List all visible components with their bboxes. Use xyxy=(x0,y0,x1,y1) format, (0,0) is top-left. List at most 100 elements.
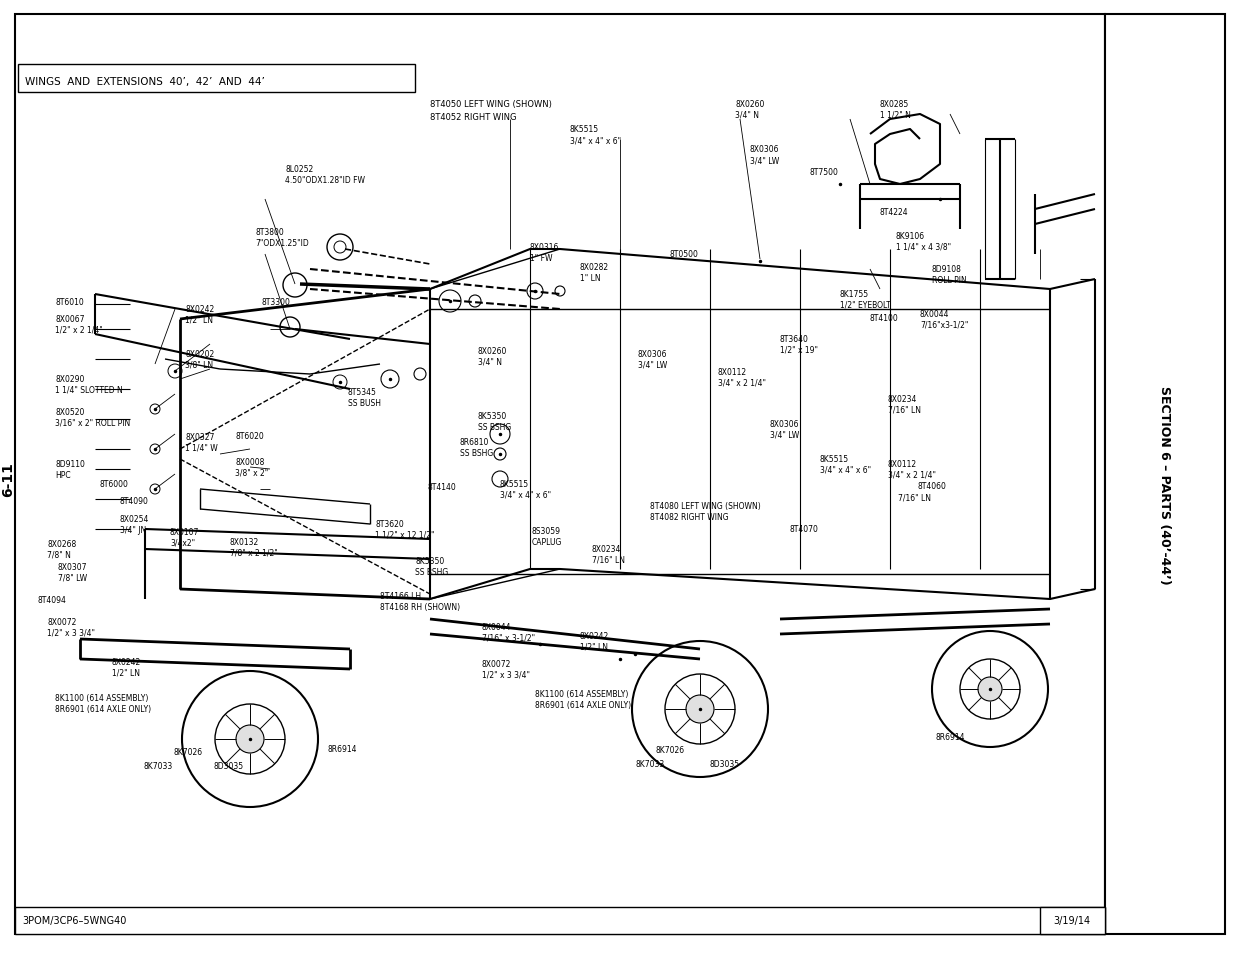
Text: 1/2" LN: 1/2" LN xyxy=(185,315,212,325)
Circle shape xyxy=(283,274,308,297)
Circle shape xyxy=(382,371,399,389)
Text: 1/2" x 3 3/4": 1/2" x 3 3/4" xyxy=(482,670,530,679)
Circle shape xyxy=(149,444,161,455)
Text: 8K7026: 8K7026 xyxy=(173,747,203,757)
Text: 1/2" x 19": 1/2" x 19" xyxy=(781,346,818,355)
Text: 1 1/4" x 4 3/8": 1 1/4" x 4 3/8" xyxy=(897,243,951,252)
Text: 8R6901 (614 AXLE ONLY): 8R6901 (614 AXLE ONLY) xyxy=(535,700,631,709)
Text: 8T4168 RH (SHOWN): 8T4168 RH (SHOWN) xyxy=(380,602,461,612)
Circle shape xyxy=(494,449,506,460)
Text: 8T4080 LEFT WING (SHOWN): 8T4080 LEFT WING (SHOWN) xyxy=(650,501,761,511)
Circle shape xyxy=(149,484,161,495)
Bar xyxy=(1105,15,1225,934)
Circle shape xyxy=(168,365,182,378)
Text: 1/2" x 3 3/4": 1/2" x 3 3/4" xyxy=(47,628,95,638)
Text: 3/4" x 4" x 6": 3/4" x 4" x 6" xyxy=(820,465,871,475)
Circle shape xyxy=(280,317,300,337)
Text: 8D9110: 8D9110 xyxy=(56,459,85,469)
Text: 8X0268: 8X0268 xyxy=(47,539,77,548)
Text: 8X0008: 8X0008 xyxy=(235,457,264,467)
Text: 8X0072: 8X0072 xyxy=(482,659,511,668)
Text: 8D3035: 8D3035 xyxy=(212,761,243,770)
Text: 8K9106: 8K9106 xyxy=(897,232,925,241)
Text: 8X0112: 8X0112 xyxy=(888,459,918,469)
Text: 3/4" x 4" x 6": 3/4" x 4" x 6" xyxy=(500,491,551,499)
Text: HPC: HPC xyxy=(56,471,70,479)
Bar xyxy=(19,65,415,92)
Text: 1/2" x 2 1/4": 1/2" x 2 1/4" xyxy=(56,326,103,335)
Circle shape xyxy=(527,284,543,299)
Text: 8X0067: 8X0067 xyxy=(56,314,84,324)
Bar xyxy=(1040,907,1105,934)
Text: 8X0306: 8X0306 xyxy=(638,350,667,358)
Text: 8T7500: 8T7500 xyxy=(810,168,839,177)
Text: 8K7033: 8K7033 xyxy=(635,760,664,768)
Circle shape xyxy=(327,234,353,261)
Text: 8X0234: 8X0234 xyxy=(592,544,621,554)
Text: WINGS  AND  EXTENSIONS  40’,  42’  AND  44’: WINGS AND EXTENSIONS 40’, 42’ AND 44’ xyxy=(25,77,264,87)
Text: 8R6810: 8R6810 xyxy=(459,437,489,447)
Text: 7/16" LN: 7/16" LN xyxy=(898,494,931,502)
Text: 8D3035: 8D3035 xyxy=(710,760,740,768)
Text: 8K5350: 8K5350 xyxy=(478,412,508,420)
Bar xyxy=(15,15,1105,934)
Text: 8T4050 LEFT WING (SHOWN): 8T4050 LEFT WING (SHOWN) xyxy=(430,100,552,109)
Text: 8X0306: 8X0306 xyxy=(750,145,779,153)
Text: 8X0316: 8X0316 xyxy=(530,243,559,252)
Text: 8K1755: 8K1755 xyxy=(840,290,869,298)
Text: 8X0234: 8X0234 xyxy=(888,395,918,403)
Text: 8X0307: 8X0307 xyxy=(58,562,88,572)
Text: 1" LN: 1" LN xyxy=(580,274,600,283)
Text: 8X0520: 8X0520 xyxy=(56,408,84,416)
Circle shape xyxy=(932,631,1049,747)
Text: 3/4" x 2 1/4": 3/4" x 2 1/4" xyxy=(718,378,766,388)
Text: 8K7033: 8K7033 xyxy=(143,761,172,770)
Text: 8T4100: 8T4100 xyxy=(869,314,899,323)
Text: 8K5350: 8K5350 xyxy=(415,557,445,565)
Text: 1/2" LN: 1/2" LN xyxy=(580,642,608,651)
Circle shape xyxy=(414,369,426,380)
Text: 3POM/3CP6–5WNG40: 3POM/3CP6–5WNG40 xyxy=(22,915,126,925)
Text: 8X0327: 8X0327 xyxy=(185,433,215,441)
Text: 8R6914: 8R6914 xyxy=(935,732,965,741)
Text: 8X0072: 8X0072 xyxy=(47,618,77,626)
Text: 8D9108: 8D9108 xyxy=(932,265,962,274)
Text: 8T4060: 8T4060 xyxy=(918,481,947,491)
Text: 3/4" JN: 3/4" JN xyxy=(120,525,146,535)
Circle shape xyxy=(438,291,461,313)
Text: 8T6010: 8T6010 xyxy=(56,297,84,307)
Text: 8T6020: 8T6020 xyxy=(235,432,264,440)
Text: 8X0044: 8X0044 xyxy=(482,622,511,631)
Text: 3/4" x 4" x 6": 3/4" x 4" x 6" xyxy=(571,136,621,145)
Text: 1 1/2" N: 1 1/2" N xyxy=(881,111,911,120)
Text: 8K7026: 8K7026 xyxy=(655,745,684,754)
Circle shape xyxy=(492,472,508,488)
Text: 8T4070: 8T4070 xyxy=(790,524,819,534)
Text: 8T4094: 8T4094 xyxy=(38,596,67,604)
Text: SS BSHG: SS BSHG xyxy=(415,567,448,577)
Text: 8X0260: 8X0260 xyxy=(478,347,508,355)
Text: 8T4224: 8T4224 xyxy=(881,208,909,216)
Text: 3/19/14: 3/19/14 xyxy=(1053,915,1091,925)
Bar xyxy=(15,907,1105,934)
Text: 8X0242: 8X0242 xyxy=(112,658,141,666)
Text: SS BUSH: SS BUSH xyxy=(348,398,382,408)
Text: 8T0500: 8T0500 xyxy=(671,250,699,258)
Text: 8L0252: 8L0252 xyxy=(285,165,314,173)
Text: 8T4052 RIGHT WING: 8T4052 RIGHT WING xyxy=(430,112,516,122)
Circle shape xyxy=(236,725,264,753)
Text: 8K1100 (614 ASSEMBLY): 8K1100 (614 ASSEMBLY) xyxy=(535,689,629,699)
Text: 1 1/4" SLOTTED N: 1 1/4" SLOTTED N xyxy=(56,386,122,395)
Circle shape xyxy=(960,659,1020,720)
Circle shape xyxy=(333,242,346,253)
Text: 3/4" LW: 3/4" LW xyxy=(750,156,779,165)
Text: 3/4" x 2 1/4": 3/4" x 2 1/4" xyxy=(888,471,936,479)
Text: 8X0132: 8X0132 xyxy=(230,537,259,546)
Text: 8T4090: 8T4090 xyxy=(120,497,149,505)
Text: 8X0282: 8X0282 xyxy=(580,263,609,272)
Text: 8T3300: 8T3300 xyxy=(262,297,291,307)
Text: 1 1/4" W: 1 1/4" W xyxy=(185,443,217,453)
Circle shape xyxy=(182,671,317,807)
Circle shape xyxy=(632,641,768,778)
Text: 8X0306: 8X0306 xyxy=(769,419,799,429)
